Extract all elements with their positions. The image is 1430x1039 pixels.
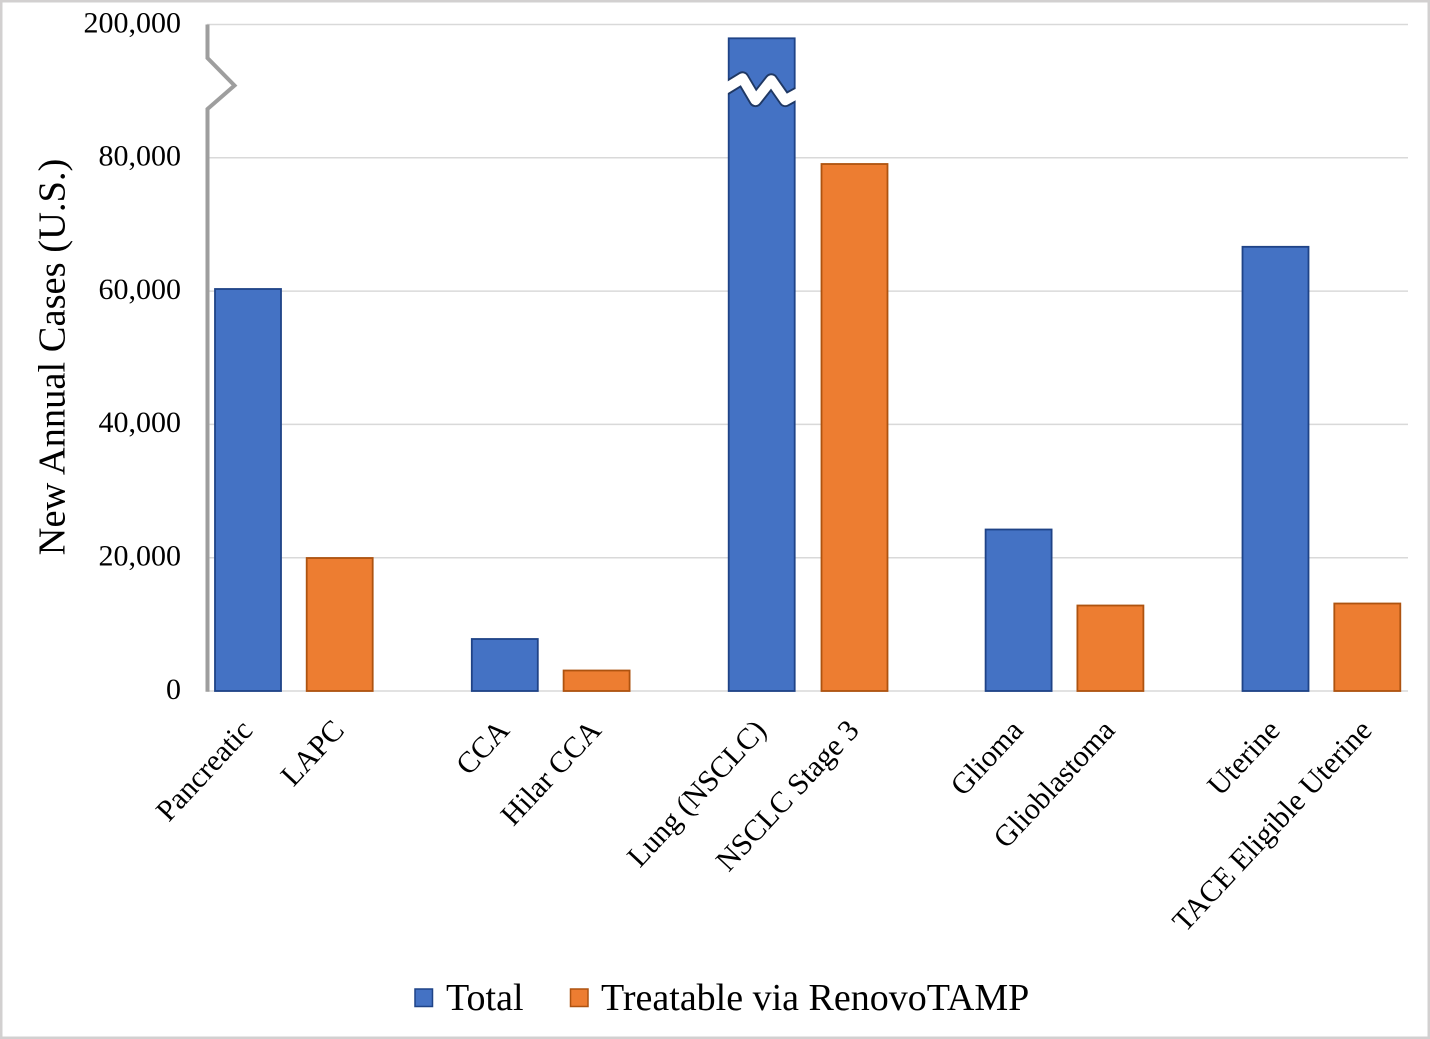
svg-text:40,000: 40,000 [99, 406, 182, 439]
svg-text:New Annual Cases (U.S.): New Annual Cases (U.S.) [32, 159, 74, 556]
svg-text:200,000: 200,000 [84, 6, 182, 39]
svg-text:Total: Total [446, 977, 524, 1019]
svg-text:80,000: 80,000 [99, 140, 182, 173]
svg-text:20,000: 20,000 [99, 540, 182, 573]
svg-text:0: 0 [166, 673, 181, 706]
svg-text:Treatable via RenovoTAMP: Treatable via RenovoTAMP [601, 977, 1029, 1019]
svg-text:60,000: 60,000 [99, 273, 182, 306]
